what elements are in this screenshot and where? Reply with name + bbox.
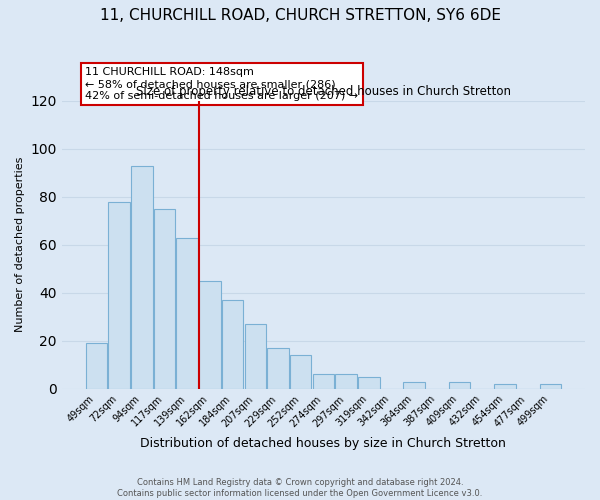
Bar [222, 300, 244, 389]
Text: 11 CHURCHILL ROAD: 148sqm
← 58% of detached houses are smaller (286)
42% of semi: 11 CHURCHILL ROAD: 148sqm ← 58% of detac… [85, 68, 358, 100]
Bar [199, 281, 221, 389]
Text: 11, CHURCHILL ROAD, CHURCH STRETTON, SY6 6DE: 11, CHURCHILL ROAD, CHURCH STRETTON, SY6… [100, 8, 500, 22]
Bar [86, 343, 107, 389]
Bar [358, 377, 380, 389]
Bar [108, 202, 130, 389]
Bar [403, 382, 425, 389]
Bar [539, 384, 561, 389]
Bar [449, 382, 470, 389]
Bar [290, 355, 311, 389]
Title: Size of property relative to detached houses in Church Stretton: Size of property relative to detached ho… [136, 85, 511, 98]
Text: Contains HM Land Registry data © Crown copyright and database right 2024.
Contai: Contains HM Land Registry data © Crown c… [118, 478, 482, 498]
Bar [267, 348, 289, 389]
Y-axis label: Number of detached properties: Number of detached properties [15, 157, 25, 332]
Bar [335, 374, 357, 389]
X-axis label: Distribution of detached houses by size in Church Stretton: Distribution of detached houses by size … [140, 437, 506, 450]
Bar [154, 208, 175, 389]
Bar [313, 374, 334, 389]
Bar [245, 324, 266, 389]
Bar [131, 166, 152, 389]
Bar [176, 238, 198, 389]
Bar [494, 384, 516, 389]
